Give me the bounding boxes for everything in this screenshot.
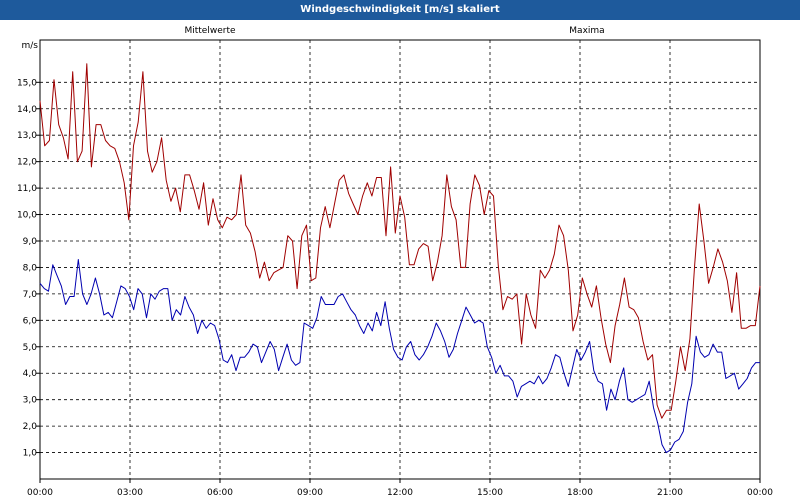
y-axis-unit-label: m/s xyxy=(22,41,39,51)
y-tick-label: 10,0 xyxy=(17,211,37,221)
chart-title-bar: Windgeschwindigkeit [m/s] skaliert xyxy=(0,0,800,20)
y-tick-label: 13,0 xyxy=(17,131,37,141)
series-line-mittelwerte xyxy=(39,259,760,454)
y-tick-label: 12,0 xyxy=(17,158,37,168)
x-tick-time-label: 06:00 xyxy=(207,488,233,498)
x-tick-time-label: 12:00 xyxy=(387,488,413,498)
x-tick-time-label: 00:00 xyxy=(747,488,773,498)
x-axis: 00:0003.01.2203:0003.01.2206:0003.01.220… xyxy=(27,479,773,498)
wind-speed-chart: Mittelwerte Maxima m/s 1,0 2,0 3,0 4,0 5,0 6,… xyxy=(17,26,773,498)
y-axis: 1,0 2,0 3,0 4,0 5,0 6,0 7,0 8,0 9,0 10,0 11,0 12,0 1… xyxy=(17,78,40,459)
y-tick-label: 15,0 xyxy=(17,78,37,88)
y-tick-label: 8,0 xyxy=(23,263,38,273)
x-tick-time-label: 15:00 xyxy=(477,488,503,498)
x-tick-time-label: 03:00 xyxy=(117,488,143,498)
y-tick-label: 14,0 xyxy=(17,105,37,115)
y-tick-label: 9,0 xyxy=(23,237,38,247)
y-tick-label: 1,0 xyxy=(23,449,38,459)
legend-label-mittelwerte: Mittelwerte xyxy=(184,26,235,36)
chart-title: Windgeschwindigkeit [m/s] skaliert xyxy=(300,4,500,15)
x-tick-time-label: 21:00 xyxy=(657,488,683,498)
y-tick-label: 2,0 xyxy=(23,422,38,432)
x-tick-time-label: 09:00 xyxy=(297,488,323,498)
x-tick-time-label: 00:00 xyxy=(27,488,53,498)
legend-label-maxima: Maxima xyxy=(569,26,604,36)
y-tick-label: 3,0 xyxy=(23,396,38,406)
grid-lines xyxy=(40,40,760,479)
y-tick-label: 11,0 xyxy=(17,184,37,194)
series-lines xyxy=(39,63,761,454)
y-tick-label: 5,0 xyxy=(23,343,38,353)
x-tick-time-label: 18:00 xyxy=(567,488,593,498)
y-tick-label: 7,0 xyxy=(23,290,38,300)
y-tick-label: 6,0 xyxy=(23,316,38,326)
y-tick-label: 4,0 xyxy=(23,369,38,379)
series-line-maxima xyxy=(39,63,761,419)
